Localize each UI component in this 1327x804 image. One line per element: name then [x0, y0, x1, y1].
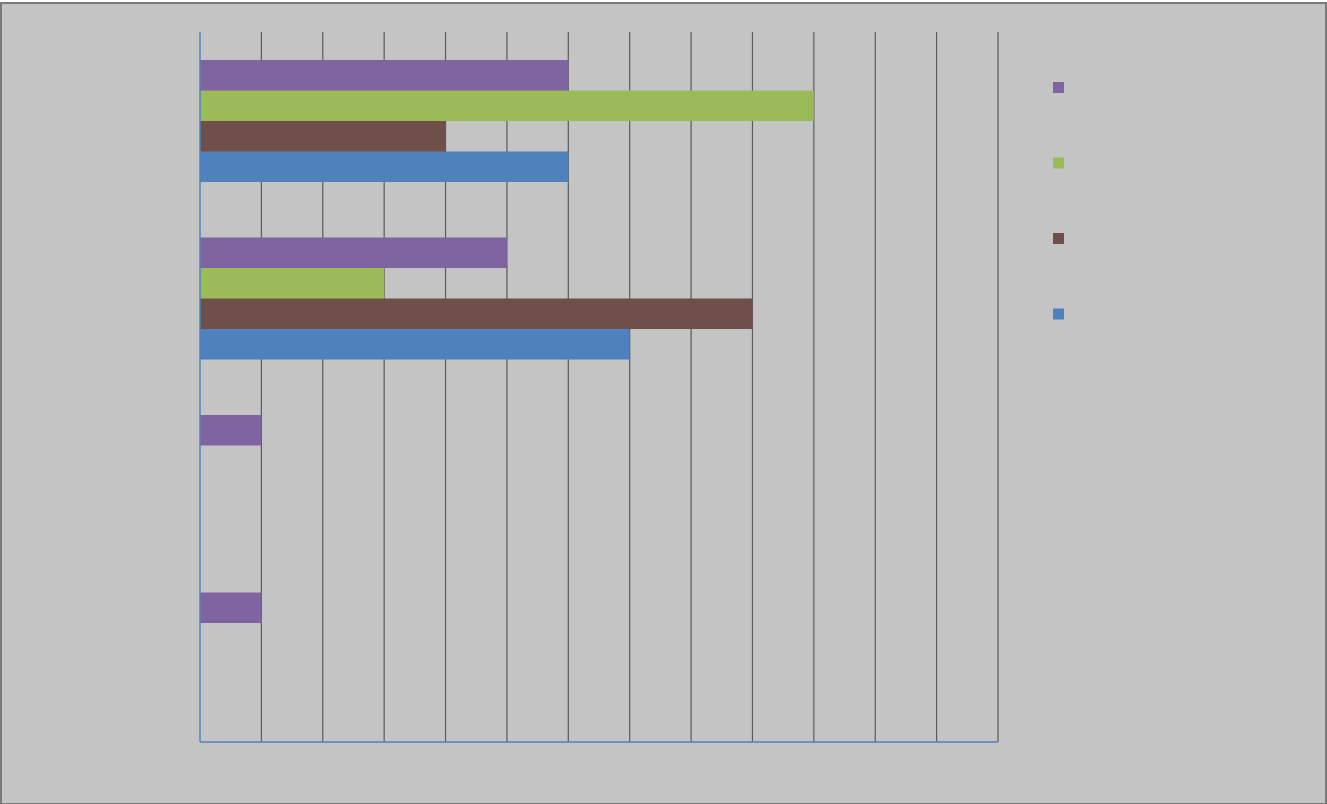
axes: [199, 32, 998, 743]
legend-swatch-series-1: [1053, 233, 1064, 244]
bar-series-0-cat-0: [200, 151, 569, 182]
bar-series-0-cat-1: [200, 329, 630, 360]
bar-series-1-cat-1: [200, 298, 753, 329]
bars: [200, 60, 814, 623]
legend-swatch-series-3: [1053, 82, 1064, 93]
bar-series-2-cat-0: [200, 90, 814, 121]
bar-series-3-cat-1: [200, 237, 507, 268]
bar-series-1-cat-0: [200, 121, 446, 152]
bar-series-3-cat-0: [200, 60, 569, 91]
bar-series-3-cat-3: [200, 592, 262, 623]
bar-series-2-cat-1: [200, 268, 385, 299]
legend-swatch-series-0: [1053, 308, 1064, 320]
legend-swatch-series-2: [1053, 157, 1064, 169]
legend: [1053, 82, 1064, 320]
bar-series-3-cat-2: [200, 415, 262, 446]
